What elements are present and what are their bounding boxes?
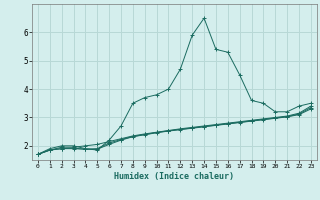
X-axis label: Humidex (Indice chaleur): Humidex (Indice chaleur) [115,172,234,181]
